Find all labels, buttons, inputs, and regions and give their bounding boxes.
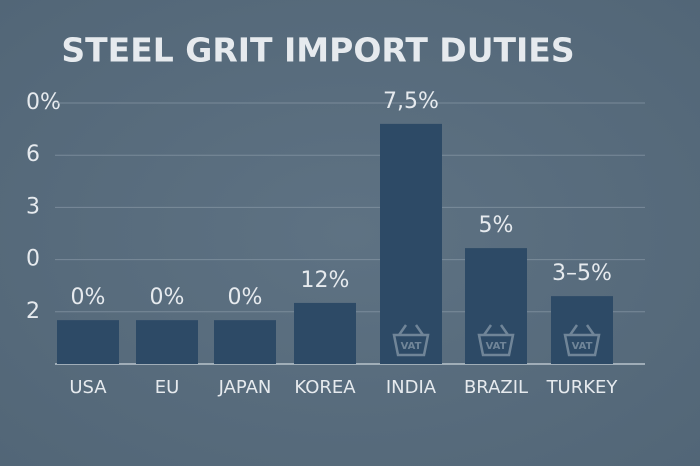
x-tick-label: INDIA [386,377,437,398]
basket [563,333,601,357]
chart-title: STEEL GRIT IMPORT DUTIES [61,31,574,70]
icon-label: VAT [486,341,507,352]
x-tick-label: EU [155,377,180,398]
bar [294,302,356,364]
bar [136,320,198,364]
basket [477,333,515,357]
y-tick-label: 6 [26,142,40,167]
value-label: 0% [228,285,263,310]
basket-handle [568,324,596,336]
vat-icon: VAT [392,324,430,357]
value-label: 3–5% [552,261,612,286]
basket [392,333,430,357]
icon-label: VAT [572,341,593,352]
bar [380,123,442,364]
bar [465,248,527,364]
bar [214,320,276,364]
basket-handle [482,324,510,336]
value-label: 12% [301,268,350,293]
x-tick-label: USA [69,377,107,398]
value-label: 0% [71,285,106,310]
x-tick-label: JAPAN [218,377,272,398]
value-label: 7,5% [383,89,439,114]
icon-label: VAT [401,341,422,352]
x-tick-label: TURKEY [546,377,619,398]
value-label: 0% [150,285,185,310]
x-tick-label: BRAZIL [464,377,528,398]
bar [551,296,613,364]
y-tick-label: 2 [26,299,40,324]
vat-icon: VAT [563,324,601,357]
bar [57,320,119,364]
y-tick-label: 3 [26,194,40,219]
basket-handle [397,324,425,336]
value-label: 5% [479,213,514,238]
y-tick-label: 0 [26,247,40,272]
x-tick-label: KOREA [294,377,356,398]
vat-icon: VAT [477,324,515,357]
